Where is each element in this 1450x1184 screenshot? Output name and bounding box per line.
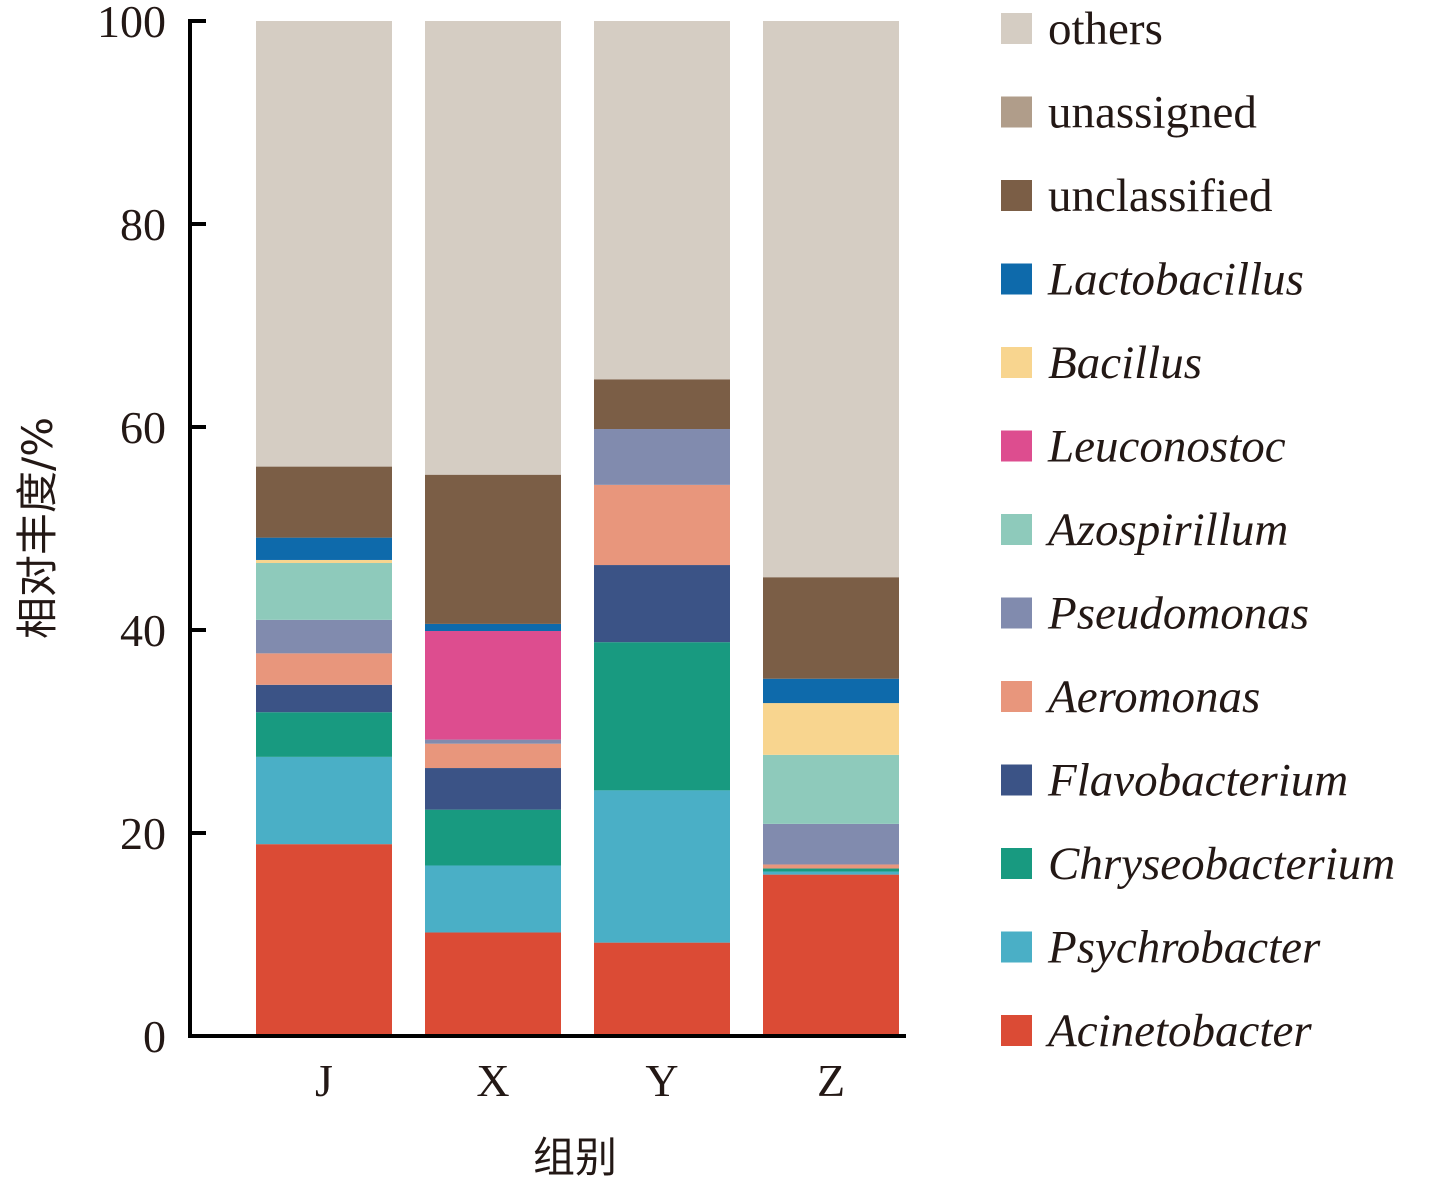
legend-label: unclassified	[1048, 170, 1273, 222]
x-tick-label: Z	[817, 1055, 845, 1106]
bar-segment-Z-aeromonas	[763, 864, 899, 869]
bar-segment-Z-pseudomonas	[763, 823, 899, 865]
bar-segment-X-chryseobacterium	[425, 809, 561, 866]
bar-segment-J-psychrobacter	[256, 756, 392, 845]
y-tick-label: 20	[120, 808, 166, 859]
legend-label: Lactobacillus	[1047, 254, 1304, 306]
legend-item-others: others	[1001, 3, 1163, 55]
legend-label: Leuconostoc	[1047, 421, 1286, 473]
bar-segment-J-bacillus	[256, 559, 392, 564]
bar-segment-Z-others	[763, 21, 899, 578]
bar-segment-J-others	[256, 21, 392, 467]
legend-label: Acinetobacter	[1045, 1005, 1312, 1057]
y-tick-label: 80	[120, 199, 166, 250]
legend-label: Bacillus	[1048, 337, 1202, 389]
legend-item-acinetobacter: Acinetobacter	[1001, 1005, 1312, 1057]
legend-item-pseudomonas: Pseudomonas	[1001, 588, 1309, 640]
legend-label: unassigned	[1048, 87, 1257, 139]
legend-item-unassigned: unassigned	[1001, 87, 1257, 139]
legend-label: Aeromonas	[1045, 671, 1260, 723]
bar-segment-J-azospirillum	[256, 563, 392, 620]
bar-segment-X-leuconostoc	[425, 631, 561, 740]
legend-label: Chryseobacterium	[1048, 838, 1395, 890]
bar-segment-J-flavobacterium	[256, 684, 392, 713]
x-tick-label: Y	[645, 1055, 678, 1106]
bar-segment-J-chryseobacterium	[256, 712, 392, 757]
legend-item-psychrobacter: Psychrobacter	[1001, 922, 1321, 974]
legend-swatch	[1001, 430, 1032, 462]
bar-segment-Y-psychrobacter	[594, 790, 730, 943]
bar-segment-Z-acinetobacter	[763, 874, 899, 1036]
bar-segment-X-unclassified	[425, 474, 561, 624]
bar-segment-X-pseudomonas	[425, 739, 561, 744]
legend-swatch	[1001, 681, 1032, 712]
legend-swatch	[1001, 514, 1032, 545]
bar-segment-Y-unclassified	[594, 379, 730, 430]
bars-group	[256, 21, 899, 1036]
y-tick-label: 60	[120, 402, 166, 453]
bar-segment-X-flavobacterium	[425, 768, 561, 810]
bar-segment-J-unclassified	[256, 466, 392, 538]
legend-swatch	[1001, 848, 1032, 879]
legend-item-lactobacillus: Lactobacillus	[1001, 254, 1304, 306]
axes-group	[188, 19, 906, 1038]
legend-item-leuconostoc: Leuconostoc	[1001, 421, 1286, 473]
bar-segment-X-others	[425, 21, 561, 475]
legend-item-azospirillum: Azospirillum	[1001, 504, 1288, 556]
legend-label: Pseudomonas	[1047, 588, 1309, 640]
bar-segment-X-lactobacillus	[425, 623, 561, 632]
x-axis-title: 组别	[533, 1133, 617, 1182]
legend-label: Azospirillum	[1045, 504, 1288, 556]
legend-swatch	[1001, 13, 1032, 44]
bar-segment-X-aeromonas	[425, 743, 561, 769]
legend-swatch	[1001, 96, 1032, 128]
legend-item-aeromonas: Aeromonas	[1001, 671, 1260, 723]
legend-swatch	[1001, 1015, 1032, 1046]
y-tick-label: 40	[120, 605, 166, 656]
legend-label: Flavobacterium	[1047, 755, 1348, 807]
legend-item-chryseobacterium: Chryseobacterium	[1001, 838, 1395, 890]
bar-segment-Z-lactobacillus	[763, 678, 899, 704]
bar-segment-Z-azospirillum	[763, 754, 899, 824]
y-ticks-group: 0 20 40 60 80 100	[97, 0, 206, 1062]
x-tick-label: J	[315, 1055, 333, 1106]
legend-item-flavobacterium: Flavobacterium	[1001, 755, 1348, 807]
bar-segment-Y-pseudomonas	[594, 429, 730, 485]
legend-item-bacillus: Bacillus	[1001, 337, 1202, 389]
bar-segment-Y-chryseobacterium	[594, 642, 730, 791]
legend-swatch	[1001, 764, 1032, 796]
legend-swatch	[1001, 263, 1032, 295]
bar-segment-Y-aeromonas	[594, 484, 730, 566]
legend-swatch	[1001, 180, 1032, 211]
bar-segment-Z-psychrobacter	[763, 871, 899, 875]
legend-item-unclassified: unclassified	[1001, 170, 1273, 222]
bar-segment-X-psychrobacter	[425, 865, 561, 933]
bar-segment-Z-bacillus	[763, 703, 899, 755]
bar-segment-J-acinetobacter	[256, 844, 392, 1036]
bar-segment-Z-chryseobacterium	[763, 868, 899, 872]
y-axis-title: 相对丰度/%	[13, 417, 62, 639]
bar-segment-Z-unclassified	[763, 577, 899, 679]
legend-label: others	[1048, 3, 1163, 55]
bar-segment-Y-others	[594, 21, 730, 380]
bar-segment-J-pseudomonas	[256, 619, 392, 654]
bar-segment-J-lactobacillus	[256, 537, 392, 560]
legend-swatch	[1001, 931, 1032, 963]
legend-label: Psychrobacter	[1047, 922, 1321, 974]
legend-swatch	[1001, 597, 1032, 629]
legend-swatch	[1001, 347, 1032, 378]
bar-segment-J-aeromonas	[256, 653, 392, 685]
x-tick-label: X	[476, 1055, 509, 1106]
legend: others unassigned unclassified Lactobacillu…	[1001, 3, 1395, 1057]
bar-segment-Y-flavobacterium	[594, 565, 730, 643]
bar-segment-Y-acinetobacter	[594, 942, 730, 1036]
y-tick-label: 0	[143, 1011, 166, 1062]
y-tick-label: 100	[97, 0, 166, 47]
bar-segment-X-acinetobacter	[425, 932, 561, 1036]
